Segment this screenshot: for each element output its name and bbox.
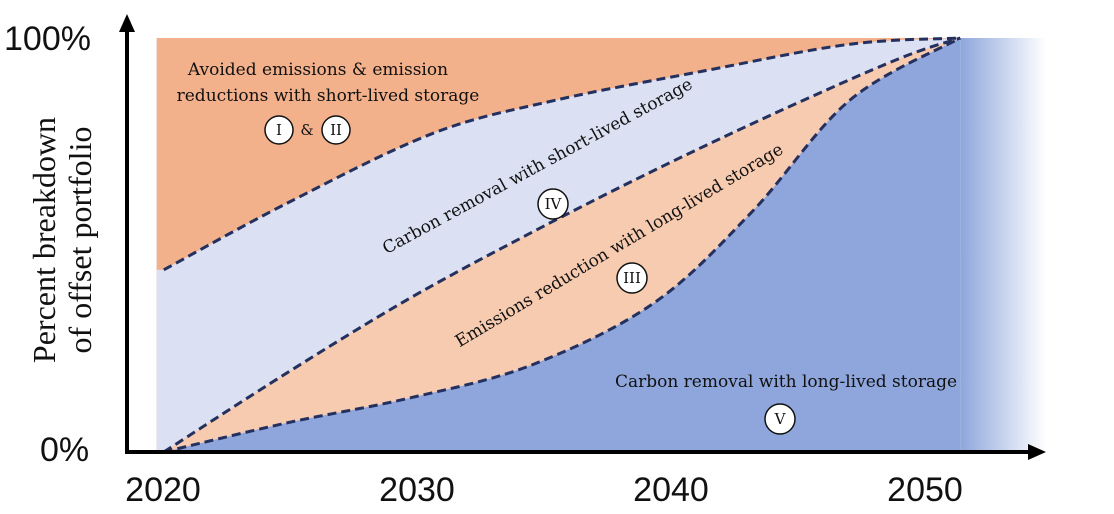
badge-IV: IV [545, 195, 563, 213]
x-tick-label-2050: 2050 [887, 471, 963, 509]
region-future-fade [960, 38, 1046, 452]
badge-circle-I [264, 115, 294, 145]
y-tick-label-0: 0% [40, 431, 89, 469]
badge-II: II [330, 121, 342, 139]
x-tick-label-2040: 2040 [633, 471, 709, 509]
x-tick-label-2020: 2020 [125, 471, 201, 509]
badge-III: III [623, 269, 641, 287]
badge-I: I [276, 121, 282, 139]
badge-circle-V [764, 403, 796, 435]
label-avoided-line-2: reductions with short-lived storage [177, 86, 480, 106]
region-avoided-emissions-short-lived [156, 38, 961, 270]
x-tick-label-2030: 2030 [379, 471, 455, 509]
y-tick-label-100: 100% [4, 20, 91, 58]
badge-circle-II [321, 115, 351, 145]
badge-V: V [774, 410, 787, 428]
x-axis-arrow-icon [1028, 444, 1046, 460]
y-axis-arrow-icon [119, 14, 135, 32]
y-axis-title-line-1: Percent breakdown [26, 117, 62, 363]
boundary-line-long-reduction-upper [163, 36, 961, 454]
label-avoided-line-1: Avoided emissions & emission [187, 60, 448, 80]
label-carbon-removal-long: Carbon removal with long-lived storage [615, 372, 957, 392]
y-axis-title: Percent breakdown of offset portfolio [26, 117, 98, 363]
badge-circle-IV [537, 188, 569, 220]
badge-ampersand: & [300, 121, 313, 139]
y-axis-title-line-2: of offset portfolio [62, 127, 98, 354]
boundary-line-short-removal-upper [162, 36, 961, 454]
badge-circle-III [616, 262, 648, 294]
